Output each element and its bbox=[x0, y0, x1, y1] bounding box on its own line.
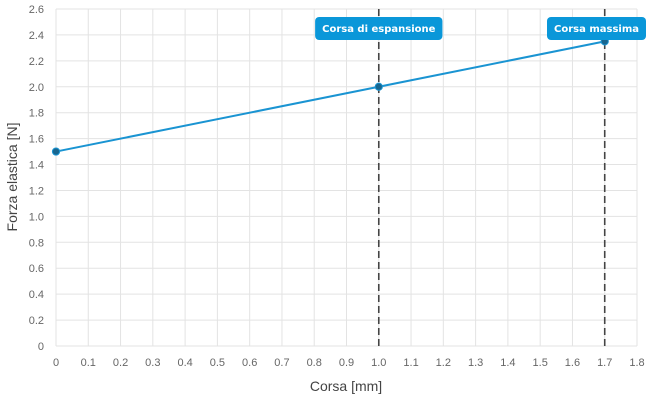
data-point bbox=[374, 82, 383, 91]
annotations: Corsa di espansione Corsa massima bbox=[315, 17, 646, 40]
x-tick-label: 0.9 bbox=[339, 357, 354, 369]
x-tick-label: 1.2 bbox=[436, 357, 451, 369]
y-tick-label: 0.2 bbox=[29, 315, 44, 327]
x-tick-label: 0.1 bbox=[81, 357, 96, 369]
y-tick-label: 0 bbox=[38, 341, 44, 353]
x-tick-label: 0.8 bbox=[307, 357, 322, 369]
x-tick-label: 0.4 bbox=[177, 357, 192, 369]
x-tick-label: 0 bbox=[53, 357, 59, 369]
y-tick-label: 0.8 bbox=[29, 237, 44, 249]
grid bbox=[55, 8, 638, 347]
annotation-badge bbox=[547, 17, 646, 40]
x-tick-label: 0.5 bbox=[210, 357, 225, 369]
y-tick-label: 2.2 bbox=[29, 56, 44, 68]
reference-lines bbox=[377, 9, 606, 346]
x-axis-title: Corsa [mm] bbox=[310, 378, 382, 394]
x-tick-label: 1.8 bbox=[629, 357, 644, 369]
tick-labels: 0 0.1 0.2 0.3 0.4 0.5 0.6 0.7 0.8 0.9 1.0 1.1 1.2 1.3… bbox=[29, 4, 645, 369]
annotation-badge bbox=[315, 17, 443, 40]
y-tick-label: 0.6 bbox=[29, 263, 44, 275]
y-tick-label: 1.8 bbox=[29, 108, 44, 120]
y-tick-label: 2.0 bbox=[29, 82, 44, 94]
x-tick-label: 1.7 bbox=[597, 357, 612, 369]
annotation-label: Corsa di espansione bbox=[315, 17, 443, 40]
x-tick-label: 1.0 bbox=[371, 357, 386, 369]
y-tick-label: 2.4 bbox=[29, 30, 44, 42]
y-tick-label: 1.0 bbox=[29, 211, 44, 223]
x-tick-label: 0.3 bbox=[145, 357, 160, 369]
y-tick-label: 1.2 bbox=[29, 185, 44, 197]
annotation-label: Corsa massima bbox=[547, 17, 646, 40]
annotation-label-text: Corsa di espansione bbox=[322, 24, 436, 35]
x-tick-label: 0.2 bbox=[113, 357, 128, 369]
x-tick-label: 0.6 bbox=[242, 357, 257, 369]
x-tick-label: 1.1 bbox=[403, 357, 418, 369]
x-tick-label: 0.7 bbox=[274, 357, 289, 369]
y-tick-label: 1.4 bbox=[29, 160, 44, 172]
x-tick-label: 1.5 bbox=[533, 357, 548, 369]
y-axis-title: Forza elastica [N] bbox=[4, 123, 20, 232]
series-layer bbox=[55, 40, 605, 153]
x-tick-label: 1.6 bbox=[565, 357, 580, 369]
y-tick-label: 1.6 bbox=[29, 134, 44, 146]
annotation-label-text: Corsa massima bbox=[554, 24, 639, 35]
y-tick-label: 0.4 bbox=[29, 289, 44, 301]
y-tick-label: 2.6 bbox=[29, 4, 44, 16]
data-point bbox=[51, 147, 61, 156]
series-line bbox=[55, 40, 605, 153]
x-tick-label: 1.3 bbox=[468, 357, 483, 369]
data-points bbox=[51, 37, 609, 156]
x-tick-label: 1.4 bbox=[500, 357, 515, 369]
